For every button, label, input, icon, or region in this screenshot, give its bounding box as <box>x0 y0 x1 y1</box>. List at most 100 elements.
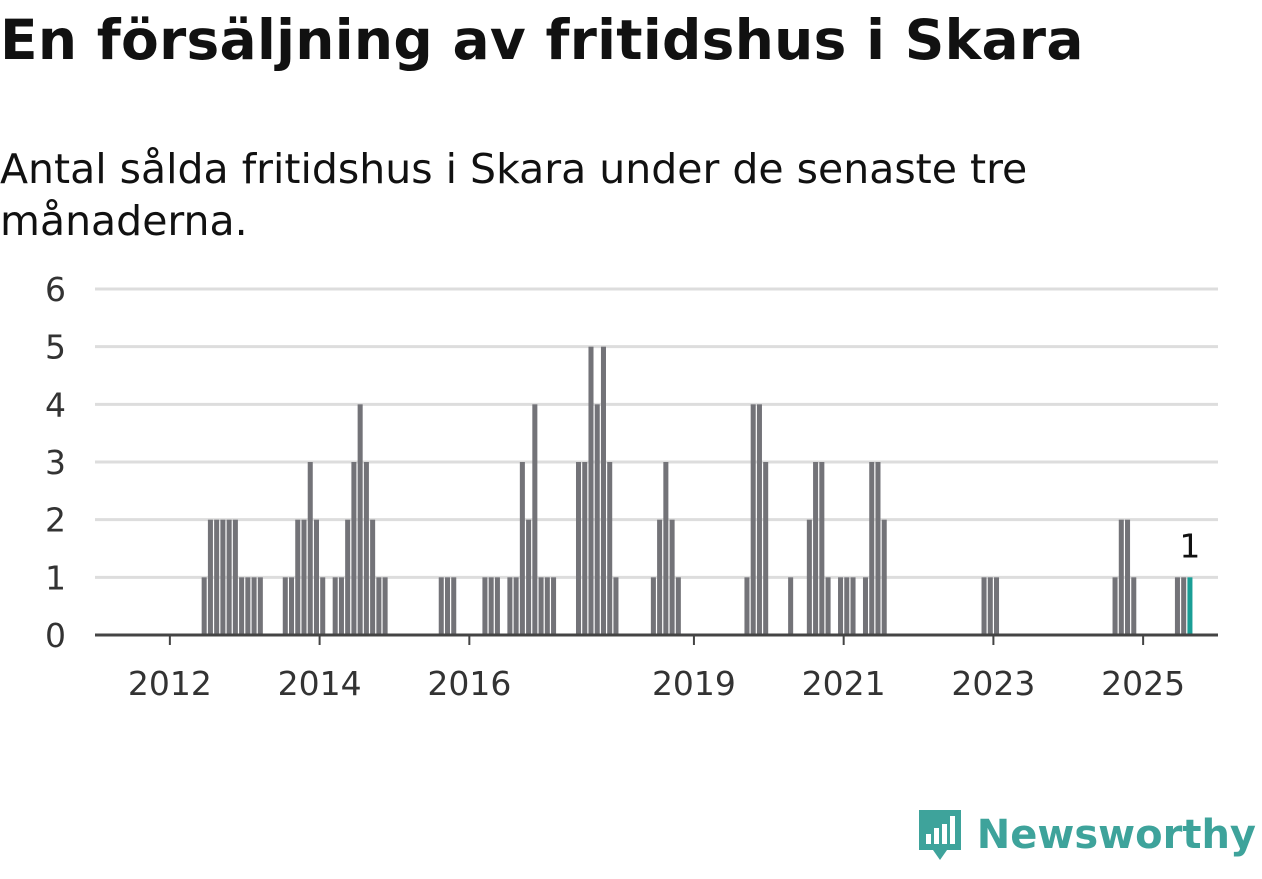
bar <box>788 577 794 635</box>
bar <box>307 462 313 635</box>
bar <box>994 577 1000 635</box>
bar <box>875 462 881 635</box>
bar <box>1174 577 1180 635</box>
bar <box>438 577 444 635</box>
bar <box>987 577 993 635</box>
y-tick-label: 5 <box>45 328 66 367</box>
bar <box>357 404 363 635</box>
bar <box>607 462 613 635</box>
bar <box>663 462 669 635</box>
bar <box>806 519 812 635</box>
bar <box>981 577 987 635</box>
data-label-latest: 1 <box>1179 526 1200 565</box>
bar <box>551 577 557 635</box>
bar <box>544 577 550 635</box>
bar <box>869 462 875 635</box>
bar <box>763 462 769 635</box>
bar <box>245 577 251 635</box>
bar <box>207 519 213 635</box>
bar <box>201 577 207 635</box>
bar <box>825 577 831 635</box>
bar <box>881 519 887 635</box>
bar <box>526 519 532 635</box>
bar <box>363 462 369 635</box>
bar <box>320 577 326 635</box>
y-tick-label: 4 <box>45 385 66 424</box>
bar <box>582 462 588 635</box>
y-tick-label: 0 <box>45 616 66 655</box>
x-tick-label: 2016 <box>427 664 511 703</box>
bar <box>819 462 825 635</box>
bar <box>482 577 488 635</box>
x-tick-label: 2014 <box>278 664 362 703</box>
x-tick-label: 2025 <box>1101 664 1185 703</box>
bar <box>313 519 319 635</box>
y-tick-label: 6 <box>45 270 66 309</box>
bar <box>600 346 606 635</box>
y-axis-ticks: 0 1 2 3 4 5 6 <box>45 270 66 655</box>
bar <box>650 577 656 635</box>
bar <box>289 577 295 635</box>
bar <box>850 577 856 635</box>
bar <box>295 519 301 635</box>
x-axis-ticks: 2012 2014 2016 2019 2021 2023 2025 <box>128 635 1185 703</box>
bar <box>451 577 457 635</box>
x-tick-label: 2021 <box>802 664 886 703</box>
bar <box>345 519 351 635</box>
bar <box>301 519 307 635</box>
newsworthy-logo-icon <box>918 810 961 860</box>
bar <box>251 577 257 635</box>
x-tick-label: 2019 <box>652 664 736 703</box>
bar <box>519 462 525 635</box>
bar <box>444 577 451 635</box>
bar <box>220 519 226 635</box>
bar <box>338 577 344 635</box>
bar <box>613 577 619 635</box>
bar <box>332 577 338 635</box>
y-tick-label: 3 <box>45 443 66 482</box>
bar <box>370 519 376 635</box>
brand-logo: Newsworthy <box>915 805 1256 865</box>
bar <box>669 519 675 635</box>
bar <box>494 577 500 635</box>
bar <box>488 577 494 635</box>
x-tick-label: 2012 <box>128 664 212 703</box>
bars <box>201 346 1193 635</box>
bar <box>813 462 819 635</box>
bar <box>838 577 844 635</box>
bar <box>226 519 232 635</box>
bar <box>756 404 762 635</box>
bar <box>351 462 357 635</box>
x-tick-label: 2023 <box>951 664 1035 703</box>
bar <box>862 577 869 635</box>
bar <box>532 404 538 635</box>
grid-lines <box>95 287 1218 579</box>
bar <box>657 519 663 635</box>
data-labels: 1 <box>1179 526 1200 565</box>
bar <box>1181 577 1187 635</box>
bar <box>1118 519 1124 635</box>
bar <box>538 577 544 635</box>
page-subtitle: Antal sålda fritidshus i Skara under de … <box>0 145 1028 245</box>
bar <box>257 577 263 635</box>
bar <box>1112 577 1118 635</box>
bar <box>513 577 519 635</box>
bar <box>282 577 288 635</box>
bar <box>239 577 245 635</box>
bar <box>594 404 600 635</box>
bar <box>382 577 388 635</box>
bar <box>844 577 850 635</box>
bar <box>675 577 681 635</box>
brand-name: Newsworthy <box>976 812 1256 858</box>
bar <box>232 519 238 635</box>
bar <box>1131 577 1137 635</box>
y-tick-label: 1 <box>45 558 66 597</box>
bar <box>744 577 750 635</box>
page-title: En försäljning av fritidshus i Skara <box>0 8 1084 72</box>
bar <box>376 577 382 635</box>
y-tick-label: 2 <box>45 501 66 540</box>
bar <box>575 462 582 635</box>
bar <box>214 519 220 635</box>
bar <box>507 577 513 635</box>
